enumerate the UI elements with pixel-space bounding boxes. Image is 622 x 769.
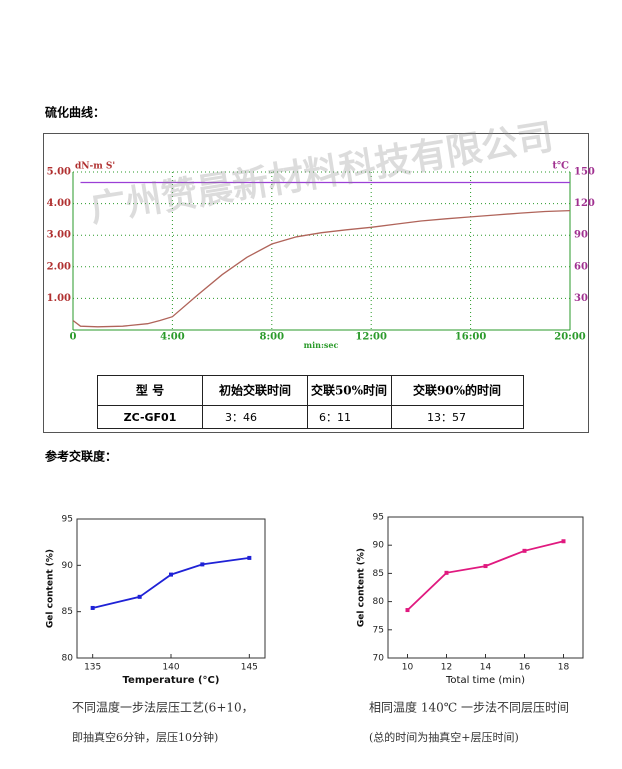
point <box>483 564 488 569</box>
table-header: 交联50%时间 <box>311 383 387 398</box>
point <box>169 572 173 577</box>
x-tick-label: 16:00 <box>455 332 487 343</box>
caption: (总的时间为抽真空+层压时间) <box>369 730 519 744</box>
y2-tick-label: 120 <box>574 198 595 209</box>
y-tick-label: 70 <box>373 654 385 664</box>
x-tick-label: 18 <box>558 663 570 673</box>
x-tick-label: 140 <box>162 663 179 673</box>
x-tick-label: 0 <box>70 332 77 343</box>
table-header: 初始交联时间 <box>219 383 291 398</box>
caption: 相同温度 140℃ 一步法不同层压时间 <box>369 700 569 715</box>
y-tick-label: 90 <box>373 541 385 551</box>
heading: 硫化曲线： <box>45 105 105 120</box>
series-line <box>72 209 571 328</box>
x-tick-label: 145 <box>241 663 258 673</box>
point <box>200 562 205 567</box>
point <box>444 570 449 575</box>
x-tick-label: 12:00 <box>355 332 387 343</box>
point <box>137 594 142 599</box>
curve-box <box>43 133 589 433</box>
y-tick-label: 90 <box>62 561 74 571</box>
y-axis-label: Gel content (%) <box>357 548 367 627</box>
x-axis-label: Total time (min) <box>445 675 525 686</box>
heading: 参考交联度： <box>45 449 117 464</box>
x-tick-label: 4:00 <box>160 332 185 343</box>
y-axis-label: Gel content (%) <box>46 549 56 628</box>
y-tick-label: 75 <box>373 625 384 635</box>
y2-tick-label: 150 <box>574 167 595 178</box>
series-line <box>406 540 564 611</box>
y2-tick-label: 90 <box>574 230 588 241</box>
y-tick-label: 80 <box>62 654 74 664</box>
point <box>247 555 252 560</box>
point <box>561 539 566 544</box>
y-axis-label: dN-m S' <box>75 162 115 172</box>
table-header: 型 号 <box>136 383 164 398</box>
x-tick-label: 12 <box>441 663 452 673</box>
y-tick-label: 4.00 <box>47 198 71 209</box>
plot-frame <box>76 518 266 659</box>
y-tick-label: 80 <box>373 597 385 607</box>
series-line <box>92 557 250 609</box>
point <box>405 608 410 613</box>
y-tick-label: 1.00 <box>47 293 71 304</box>
x-tick-label: 16 <box>519 663 531 673</box>
y-tick-label: 5.00 <box>47 167 71 178</box>
y-tick-label: 85 <box>62 607 73 617</box>
x-tick-label: 135 <box>84 663 101 673</box>
x-tick-label: 20:00 <box>554 332 586 343</box>
x-tick-label: 10 <box>402 663 414 673</box>
y-tick-label: 95 <box>373 513 384 523</box>
table <box>97 375 524 429</box>
table-header: 交联90%的时间 <box>413 383 501 398</box>
y2-axis-label: t℃ <box>552 161 569 172</box>
table-border <box>97 375 524 429</box>
x-axis-label: min:sec <box>304 340 339 350</box>
plot-frame <box>387 516 584 659</box>
point <box>90 605 95 610</box>
caption: 不同温度一步法层压工艺(6+10， <box>72 700 254 715</box>
table-cell: 6：11 <box>319 411 351 424</box>
y2-tick-label: 30 <box>574 293 588 304</box>
table-cell: 3：46 <box>225 411 257 424</box>
x-axis-label: Temperature (°C) <box>123 675 220 686</box>
y-tick-label: 95 <box>62 515 73 525</box>
table-cell: 13：57 <box>427 411 466 424</box>
y-tick-label: 85 <box>373 569 384 579</box>
table-cell: ZC-GF01 <box>124 411 177 424</box>
y-tick-label: 2.00 <box>47 261 71 272</box>
y2-tick-label: 60 <box>574 261 588 272</box>
x-tick-label: 14 <box>480 663 492 673</box>
y-tick-label: 3.00 <box>47 230 71 241</box>
caption: 即抽真空6分钟，层压10分钟) <box>72 730 218 744</box>
x-tick-label: 8:00 <box>260 332 285 343</box>
point <box>522 548 527 553</box>
